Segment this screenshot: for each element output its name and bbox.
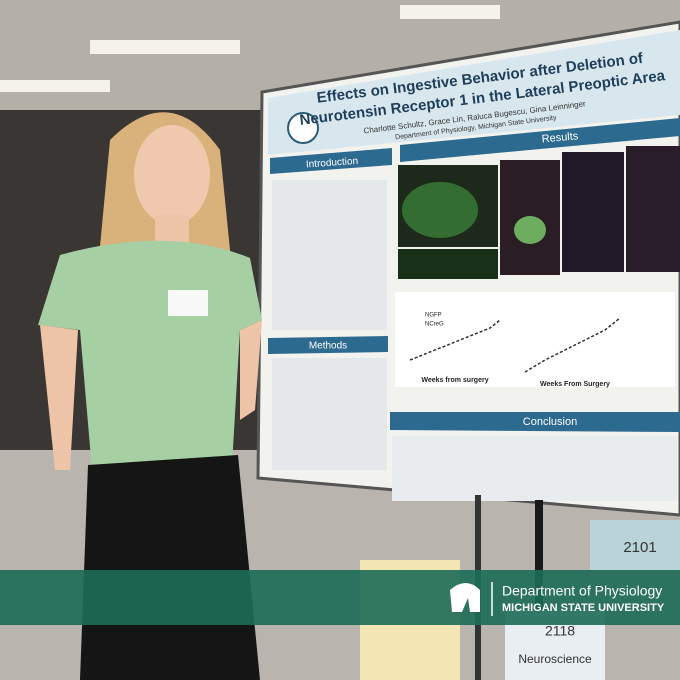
poster-header [268,30,680,155]
chart-area [395,292,675,387]
name-tag [168,290,208,316]
department-name: Department of Physiology [502,583,662,599]
sign-label: Neuroscience [518,652,592,666]
ceiling-light [400,5,500,19]
arm [240,320,262,420]
micrograph [398,249,498,279]
stain [514,216,546,244]
micrograph [626,146,680,272]
section-heading: Conclusion [523,416,577,428]
stain [402,182,478,238]
text-block [272,180,387,330]
ceiling-light [0,80,110,92]
pants [80,455,260,680]
banner [0,570,680,625]
ceiling-light [90,40,240,54]
legend-label: NGFP [425,313,442,319]
section-bar [270,148,392,174]
section-bar [400,118,680,162]
logo [287,112,319,144]
section-heading: Introduction [306,156,359,171]
university-name: MICHIGAN STATE UNIVERSITY [502,602,665,614]
section-heading: Results [541,130,579,145]
axis-label: Weeks from surgery [421,377,488,384]
trend-line [524,317,621,373]
text-block [272,358,387,470]
section-bar [268,336,388,354]
micrograph [562,152,624,272]
face [134,125,210,225]
sign [590,520,680,570]
sign-number: 2118 [545,623,575,639]
section-heading: Methods [309,341,347,352]
text-block [392,436,677,501]
axis-label: Weeks From Surgery [540,381,610,388]
section-bar [390,412,680,432]
arm [40,325,78,470]
spartan-logo [450,583,480,612]
sign-number: 2101 [623,539,656,556]
trend-line [409,319,501,361]
legend-label: NCreG [425,322,444,328]
